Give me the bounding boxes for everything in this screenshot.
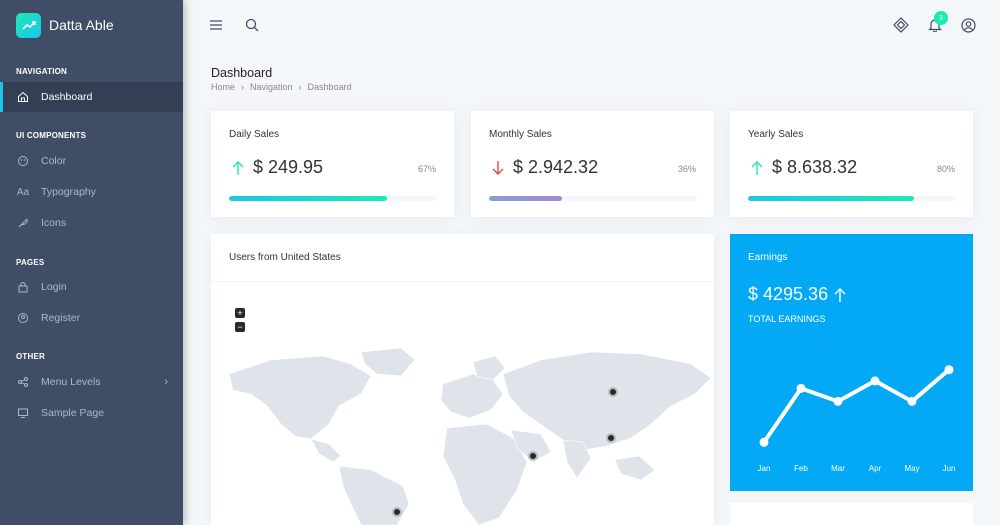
month-label-jun: Jun [943, 464, 956, 473]
monitor-icon [17, 407, 29, 419]
stat-card-daily-sales: Daily Sales $ 249.95 67% [211, 111, 454, 217]
sidebar-item-label: Sample Page [41, 407, 105, 419]
sidebar-item-typography[interactable]: Aa Typography [0, 177, 183, 207]
stat-value: $ 8.638.32 [750, 157, 857, 178]
breadcrumb: Home › Navigation › Dashboard [211, 82, 352, 92]
progress-fill [229, 196, 388, 201]
notification-badge: 3 [934, 11, 948, 25]
user-plus-icon [17, 312, 29, 324]
zoom-out-button[interactable]: − [235, 322, 245, 332]
earnings-point-may[interactable] [907, 396, 917, 406]
sidebar-item-sample-page[interactable]: Sample Page [0, 398, 183, 428]
earnings-point-jun[interactable] [944, 365, 954, 375]
month-label-jan: Jan [758, 464, 771, 473]
stat-amount: $ 8.638.32 [772, 157, 858, 177]
earnings-point-jan[interactable] [759, 437, 769, 447]
sidebar-item-login[interactable]: Login [0, 272, 183, 302]
nav-caption-pages: PAGES [16, 258, 45, 267]
brand[interactable]: Datta Able [0, 0, 183, 50]
earnings-point-mar[interactable] [833, 396, 843, 406]
menu-levels-icon [17, 376, 29, 388]
droplet-icon [17, 155, 29, 167]
nav-caption-ui-components: UI COMPONENTS [16, 131, 87, 140]
sidebar-item-register[interactable]: Register [0, 303, 183, 333]
month-label-feb: Feb [794, 464, 808, 473]
map-markers [392, 387, 618, 517]
zoom-in-button[interactable]: + [235, 308, 245, 318]
page-title: Dashboard [211, 66, 273, 80]
map-card: Users from United States + − [211, 234, 714, 525]
type-icon: Aa [16, 186, 30, 198]
sidebar-item-label: Menu Levels [41, 376, 101, 388]
progress-fill [489, 196, 562, 201]
stat-percent: 80% [936, 164, 955, 174]
sidebar: Datta Able NAVIGATION Dashboard UI COMPO… [0, 0, 183, 525]
stat-amount: $ 2.942.32 [513, 157, 599, 177]
sidebar-item-label: Dashboard [41, 91, 93, 103]
lock-icon [17, 281, 29, 293]
bottom-card [730, 503, 973, 525]
map-title: Users from United States [229, 252, 341, 263]
trending-up-icon [16, 12, 41, 38]
brand-name: Datta Able [49, 17, 114, 33]
sidebar-item-dashboard[interactable]: Dashboard [0, 82, 183, 112]
arrow-down-icon [492, 160, 504, 175]
earnings-series-line [762, 368, 951, 444]
arrow-up-icon [232, 160, 244, 175]
sidebar-item-color[interactable]: Color [0, 146, 183, 176]
sidebar-item-menu-levels[interactable]: Menu Levels › [0, 367, 183, 397]
earnings-subtitle: TOTAL EARNINGS [748, 314, 826, 324]
stat-card-yearly-sales: Yearly Sales $ 8.638.32 80% [730, 111, 973, 217]
stat-value: $ 2.942.32 [491, 157, 598, 178]
apps-icon[interactable] [893, 17, 909, 33]
menu-toggle-icon[interactable] [208, 17, 224, 33]
earnings-point-apr[interactable] [870, 376, 880, 386]
progress-bar [229, 196, 437, 201]
sidebar-item-label: Icons [41, 217, 67, 229]
card-title: Monthly Sales [489, 129, 552, 140]
progress-fill [748, 196, 915, 201]
breadcrumb-separator: › [298, 82, 302, 92]
sidebar-item-icons[interactable]: Icons [0, 208, 183, 238]
earnings-amount: $ 4295.36 [748, 284, 829, 304]
sidebar-item-label: Register [41, 312, 81, 324]
map-card-header [211, 234, 714, 282]
breadcrumb-separator: › [241, 82, 245, 92]
sidebar-item-label: Typography [41, 186, 96, 198]
world-map[interactable] [211, 234, 714, 525]
progress-bar [748, 196, 956, 201]
search-icon[interactable] [244, 17, 260, 33]
feather-icon [17, 217, 29, 229]
month-label-mar: Mar [831, 464, 845, 473]
earnings-card: Earnings $ 4295.36 TOTAL EARNINGS Jan Feb… [730, 234, 973, 491]
breadcrumb-navigation[interactable]: Navigation [250, 82, 293, 92]
earnings-value: $ 4295.36 [748, 284, 846, 305]
arrow-up-icon [751, 160, 763, 175]
stat-percent: 36% [677, 164, 696, 174]
sidebar-item-label: Login [41, 281, 67, 293]
nav-caption-navigation: NAVIGATION [16, 67, 68, 76]
chevron-right-icon: › [164, 376, 168, 388]
breadcrumb-home[interactable]: Home [211, 82, 236, 92]
sidebar-item-label: Color [41, 155, 67, 167]
progress-bar [489, 196, 697, 201]
stat-amount: $ 249.95 [253, 157, 324, 177]
nav-caption-other: OTHER [16, 352, 45, 361]
earnings-line-chart: Jan Feb Mar Apr May Jun [758, 365, 956, 473]
stat-value: $ 249.95 [231, 157, 323, 178]
earnings-title: Earnings [748, 252, 788, 263]
card-title: Yearly Sales [748, 129, 804, 140]
arrow-up-icon [834, 287, 846, 302]
month-label-may: May [904, 464, 919, 473]
stat-card-monthly-sales: Monthly Sales $ 2.942.32 36% [471, 111, 714, 217]
home-icon [17, 91, 29, 103]
breadcrumb-current: Dashboard [307, 82, 352, 92]
card-title: Daily Sales [229, 129, 280, 140]
earnings-point-feb[interactable] [796, 383, 806, 393]
user-icon[interactable] [960, 17, 976, 33]
month-label-apr: Apr [869, 464, 882, 473]
stat-percent: 67% [417, 164, 436, 174]
